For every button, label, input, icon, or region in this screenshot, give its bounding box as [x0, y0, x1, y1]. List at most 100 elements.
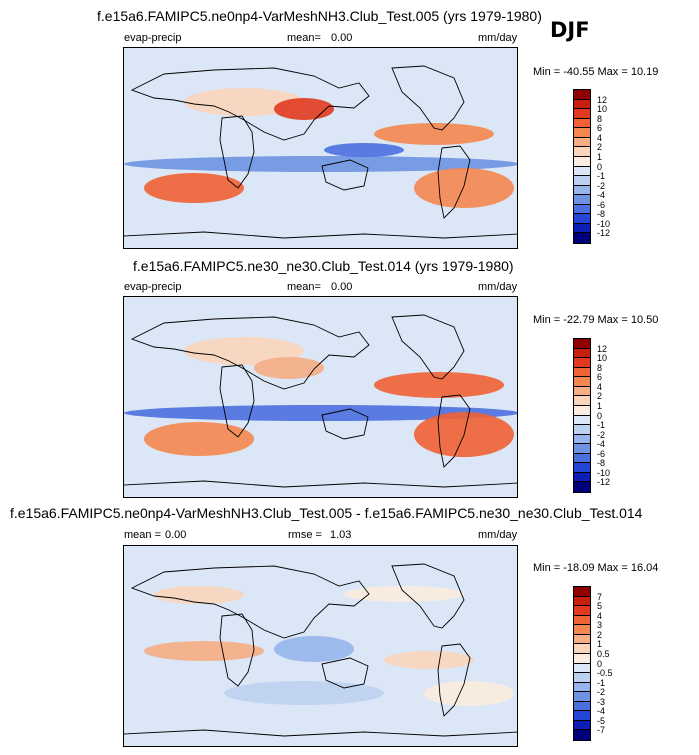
panel-2-mean-value: 0.00 — [331, 281, 353, 293]
colorbar-level-label: -8 — [597, 209, 606, 220]
panel-3-mean-label: mean = — [124, 529, 161, 541]
colorbar-level-label: 10 — [597, 104, 608, 115]
colorbar-level-label: 4 — [597, 610, 603, 621]
panel-3-map — [123, 545, 518, 747]
colorbar-box — [574, 204, 590, 215]
panel-2-mean-label: mean= — [287, 281, 321, 293]
colorbar-box — [574, 472, 590, 483]
colorbar-level-label: -3 — [597, 696, 606, 707]
colorbar-level-label: -4 — [597, 706, 606, 717]
colorbar-level-label: 2 — [597, 629, 603, 640]
panel-2-title: f.e15a6.FAMIPC5.ne30_ne30.Club_Test.014 … — [133, 258, 514, 274]
panel-3-rmse-label: rmse = — [288, 529, 322, 541]
colorbar-box — [574, 185, 590, 196]
panel-3-rmse-value: 1.03 — [330, 529, 352, 541]
season-label: DJF — [550, 18, 590, 42]
colorbar-box — [574, 118, 590, 129]
colorbar-box — [574, 223, 590, 234]
colorbar-level-label: -1 — [597, 171, 606, 182]
colorbar-box — [574, 137, 590, 148]
colorbar-box — [574, 90, 590, 100]
colorbar-box — [574, 625, 590, 635]
colorbar-level-label: 10 — [597, 353, 608, 364]
colorbar-level-label: -8 — [597, 458, 606, 469]
colorbar-box — [574, 358, 590, 368]
panel-2-map — [123, 296, 518, 498]
colorbar-box — [574, 653, 590, 664]
colorbar-box — [574, 415, 590, 426]
panel-1-title: f.e15a6.FAMIPC5.ne0np4-VarMeshNH3.Club_T… — [97, 8, 542, 24]
colorbar-level-label: -10 — [597, 218, 611, 229]
coastlines — [124, 65, 517, 239]
colorbar-box — [574, 701, 590, 712]
panel-3-colorbar — [573, 586, 591, 741]
colorbar-box — [574, 692, 590, 702]
colorbar-box — [574, 711, 590, 721]
colorbar-box — [574, 405, 590, 416]
panel-3-units: mm/day — [478, 529, 518, 541]
colorbar-box — [574, 386, 590, 397]
panel-3-title: f.e15a6.FAMIPC5.ne0np4-VarMeshNH3.Club_T… — [10, 505, 643, 521]
colorbar-box — [574, 663, 590, 674]
colorbar-box — [574, 606, 590, 616]
colorbar-box — [574, 166, 590, 177]
colorbar-box — [574, 214, 590, 224]
panel-2-variable-label: evap-precip — [124, 281, 182, 293]
colorbar-box — [574, 644, 590, 654]
colorbar-level-label: 2 — [597, 391, 603, 402]
colorbar-box — [574, 233, 590, 243]
colorbar-box — [574, 176, 590, 186]
colorbar-level-label: 0 — [597, 161, 603, 172]
colorbar-box — [574, 339, 590, 349]
colorbar-level-label: -12 — [597, 228, 611, 239]
colorbar-level-label: -7 — [597, 725, 606, 736]
colorbar-level-label: -10 — [597, 467, 611, 478]
colorbar-box — [574, 463, 590, 473]
field-decor — [124, 48, 517, 248]
panel-3-minmax: Min = -18.09 Max = 16.04 — [533, 562, 659, 574]
colorbar-level-label: -6 — [597, 448, 606, 459]
colorbar-level-label: 0.5 — [597, 648, 610, 659]
colorbar-box — [574, 444, 590, 454]
colorbar-box — [574, 434, 590, 445]
panel-1-mean-value: 0.00 — [331, 32, 353, 44]
colorbar-box — [574, 367, 590, 378]
colorbar-box — [574, 348, 590, 359]
panel-1-variable-label: evap-precip — [124, 32, 182, 44]
panel-2-units: mm/day — [478, 281, 518, 293]
colorbar-box — [574, 615, 590, 626]
colorbar-level-label: 0 — [597, 410, 603, 421]
panel-2-field — [124, 297, 517, 497]
colorbar-box — [574, 425, 590, 435]
colorbar-level-label: -5 — [597, 715, 606, 726]
colorbar-level-label: 5 — [597, 601, 603, 612]
panel-1-colorbar — [573, 89, 591, 244]
colorbar-box — [574, 730, 590, 740]
panel-1-mean-label: mean= — [287, 32, 321, 44]
panel-3-mean-value: 0.00 — [165, 529, 187, 541]
colorbar-level-label: 2 — [597, 142, 603, 153]
colorbar-box — [574, 720, 590, 731]
colorbar-level-label: -2 — [597, 687, 606, 698]
colorbar-level-label: 0 — [597, 658, 603, 669]
colorbar-level-label: -1 — [597, 420, 606, 431]
colorbar-level-label: 6 — [597, 123, 603, 134]
panel-2-minmax: Min = -22.79 Max = 10.50 — [533, 314, 659, 326]
colorbar-box — [574, 482, 590, 492]
colorbar-box — [574, 99, 590, 110]
colorbar-level-label: -2 — [597, 429, 606, 440]
colorbar-box — [574, 682, 590, 693]
panel-1-field — [124, 48, 517, 248]
colorbar-level-label: 1 — [597, 151, 603, 162]
colorbar-box — [574, 396, 590, 406]
colorbar-box — [574, 195, 590, 205]
colorbar-box — [574, 673, 590, 683]
colorbar-level-label: 1 — [597, 639, 603, 650]
colorbar-level-label: -2 — [597, 180, 606, 191]
colorbar-box — [574, 156, 590, 167]
colorbar-level-label: 8 — [597, 113, 603, 124]
colorbar-box — [574, 128, 590, 138]
coastlines — [124, 314, 517, 488]
colorbar-level-label: -4 — [597, 439, 606, 450]
panel-1-minmax: Min = -40.55 Max = 10.19 — [533, 66, 659, 78]
